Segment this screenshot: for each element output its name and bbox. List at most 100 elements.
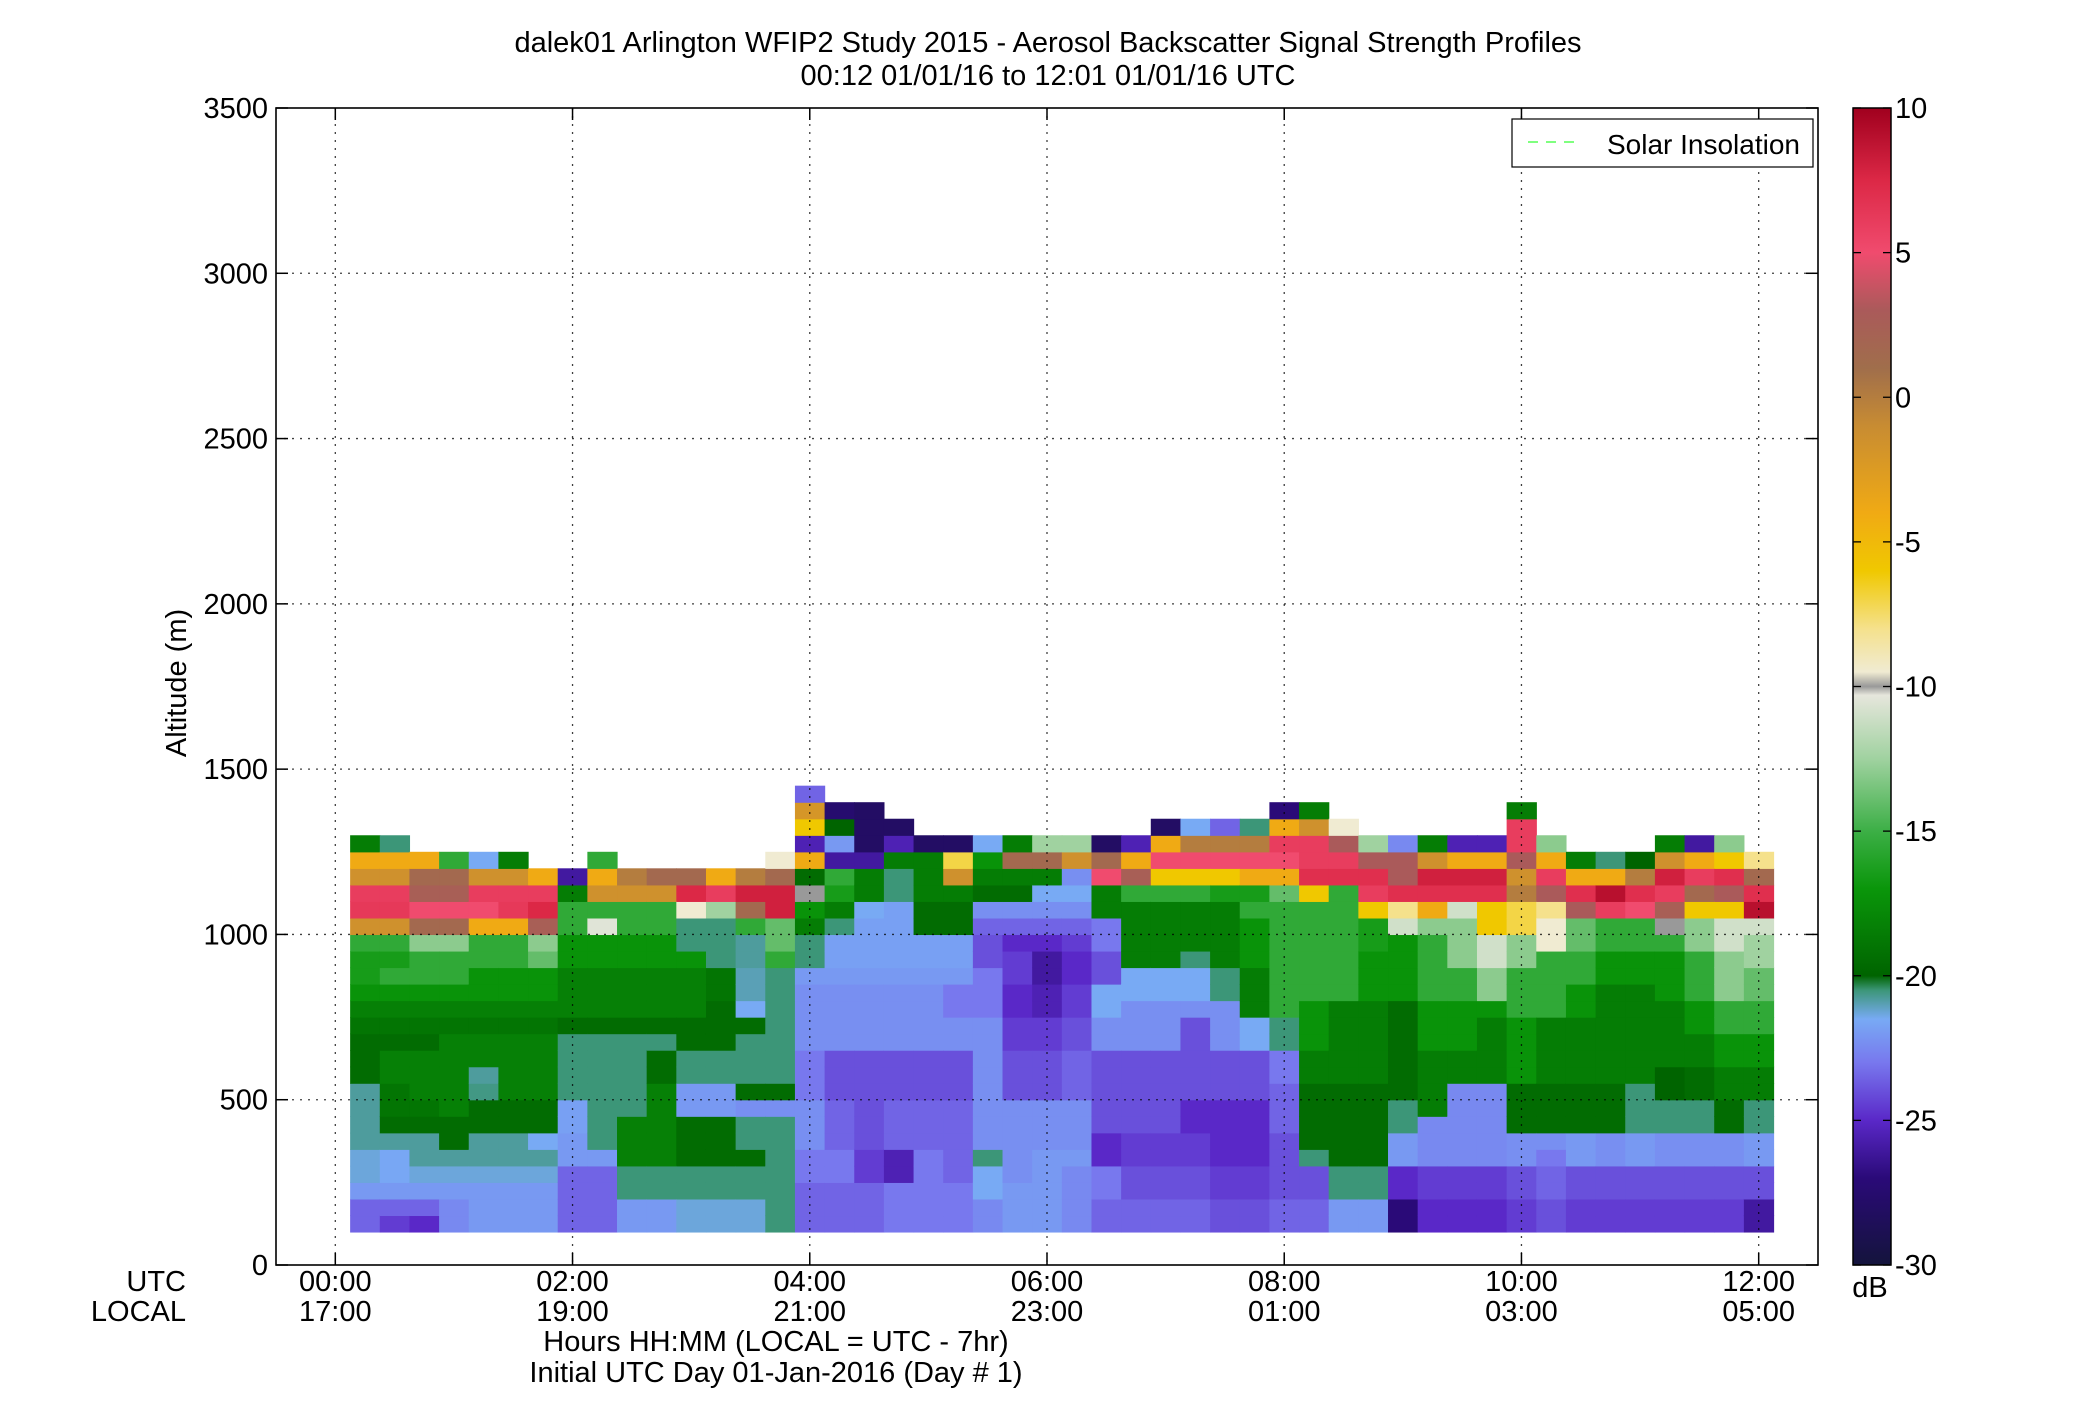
- heatmap-cell: [1239, 818, 1270, 836]
- heatmap-cell: [1358, 934, 1389, 952]
- heatmap-cell: [824, 1182, 855, 1200]
- heatmap-cell: [794, 835, 826, 853]
- heatmap-cell: [1328, 1033, 1359, 1051]
- heatmap-cell: [1328, 917, 1359, 936]
- heatmap-cell: [350, 868, 381, 886]
- heatmap-cell: [824, 984, 855, 1002]
- heatmap-cell: [587, 851, 618, 869]
- heatmap-cell: [824, 1000, 855, 1018]
- heatmap-cell: [1654, 1050, 1686, 1068]
- heatmap-cell: [824, 967, 855, 985]
- heatmap-cell: [1328, 1000, 1359, 1018]
- heatmap-cell: [1002, 1099, 1033, 1117]
- heatmap-cell: [409, 868, 440, 886]
- heatmap-cell: [528, 1017, 559, 1035]
- heatmap-cell: [735, 1132, 766, 1150]
- heatmap-cell: [1091, 884, 1122, 902]
- heatmap-cell: [350, 1050, 381, 1068]
- y-tick-label: 500: [220, 1085, 268, 1117]
- x-tick-label-local: 05:00: [1722, 1296, 1795, 1328]
- heatmap-cell: [557, 950, 588, 969]
- heatmap-cell: [646, 950, 677, 969]
- heatmap-cell: [409, 884, 440, 902]
- heatmap-cell: [468, 1215, 499, 1233]
- heatmap-cell: [913, 1116, 944, 1134]
- heatmap-cell: [1625, 884, 1656, 902]
- heatmap-cell: [617, 868, 648, 886]
- heatmap-cell: [1032, 917, 1063, 936]
- heatmap-cell: [1299, 1050, 1330, 1068]
- heatmap-cell: [1210, 1000, 1241, 1018]
- heatmap-cell: [1625, 1083, 1656, 1101]
- heatmap-cell: [557, 984, 588, 1002]
- heatmap-cell: [1654, 884, 1686, 902]
- heatmap-cell: [468, 1149, 499, 1167]
- heatmap-cell: [824, 818, 855, 836]
- heatmap-cell: [1150, 1017, 1182, 1035]
- heatmap-cell: [1565, 1198, 1597, 1217]
- heatmap-cell: [1654, 1083, 1686, 1101]
- heatmap-cell: [1269, 1050, 1300, 1068]
- heatmap-cell: [1536, 1083, 1567, 1101]
- heatmap-cell: [468, 1182, 499, 1200]
- heatmap-cell: [1595, 1182, 1626, 1200]
- heatmap-cell: [1150, 884, 1182, 902]
- heatmap-cell: [587, 1033, 618, 1051]
- heatmap-cell: [1002, 884, 1033, 902]
- heatmap-cell: [735, 950, 766, 969]
- heatmap-cell: [1536, 1165, 1567, 1183]
- heatmap-cell: [824, 1083, 855, 1101]
- heatmap-cell: [1476, 1182, 1508, 1200]
- heatmap-cell: [1684, 1033, 1715, 1051]
- heatmap-cell: [794, 984, 826, 1002]
- heatmap-cell: [854, 934, 885, 952]
- heatmap-cell: [1595, 934, 1626, 952]
- heatmap-cell: [1417, 934, 1448, 952]
- heatmap-cell: [646, 1050, 677, 1068]
- heatmap-cell: [1328, 1198, 1359, 1217]
- heatmap-cell: [646, 1165, 677, 1183]
- heatmap-cell: [646, 1149, 677, 1167]
- heatmap-cell: [646, 1017, 677, 1035]
- heatmap-cell: [1595, 851, 1626, 869]
- heatmap-cell: [676, 917, 707, 936]
- heatmap-cell: [1002, 868, 1033, 886]
- heatmap-cell: [557, 934, 588, 952]
- heatmap-cell: [883, 1017, 915, 1035]
- heatmap-cell: [646, 1099, 677, 1117]
- heatmap-cell: [1061, 950, 1093, 969]
- heatmap-cell: [1447, 1215, 1478, 1233]
- heatmap-cell: [943, 884, 974, 902]
- heatmap-cell: [913, 1198, 944, 1217]
- x-tick-label-utc: 06:00: [1011, 1266, 1084, 1298]
- heatmap-cell: [913, 1033, 944, 1051]
- heatmap-cell: [943, 967, 974, 985]
- heatmap-cell: [883, 950, 915, 969]
- heatmap-cell: [1595, 917, 1626, 936]
- heatmap-cell: [705, 1017, 737, 1035]
- heatmap-cell: [1180, 851, 1211, 869]
- heatmap-cell: [646, 1132, 677, 1150]
- heatmap-cell: [1269, 917, 1300, 936]
- heatmap-cell: [1476, 1198, 1508, 1217]
- heatmap-cell: [1061, 1066, 1093, 1084]
- heatmap-cell: [765, 1017, 796, 1035]
- heatmap-cell: [1654, 917, 1686, 936]
- heatmap-cell: [350, 950, 381, 969]
- heatmap-cell: [1121, 851, 1152, 869]
- heatmap-cell: [1595, 1050, 1626, 1068]
- heatmap-cell: [794, 818, 826, 836]
- colorbar-tick-label: -15: [1895, 816, 1937, 848]
- heatmap-cell: [1121, 1165, 1152, 1183]
- heatmap-cell: [1447, 868, 1478, 886]
- heatmap-cell: [1625, 1017, 1656, 1035]
- heatmap-cell: [1388, 1198, 1419, 1217]
- heatmap-cell: [913, 1066, 944, 1084]
- heatmap-cell: [1595, 868, 1626, 886]
- heatmap-cell: [1299, 1099, 1330, 1117]
- heatmap-cell: [854, 901, 885, 919]
- heatmap-cell: [1239, 934, 1270, 952]
- heatmap-cell: [379, 1083, 411, 1101]
- heatmap-cell: [913, 1149, 944, 1167]
